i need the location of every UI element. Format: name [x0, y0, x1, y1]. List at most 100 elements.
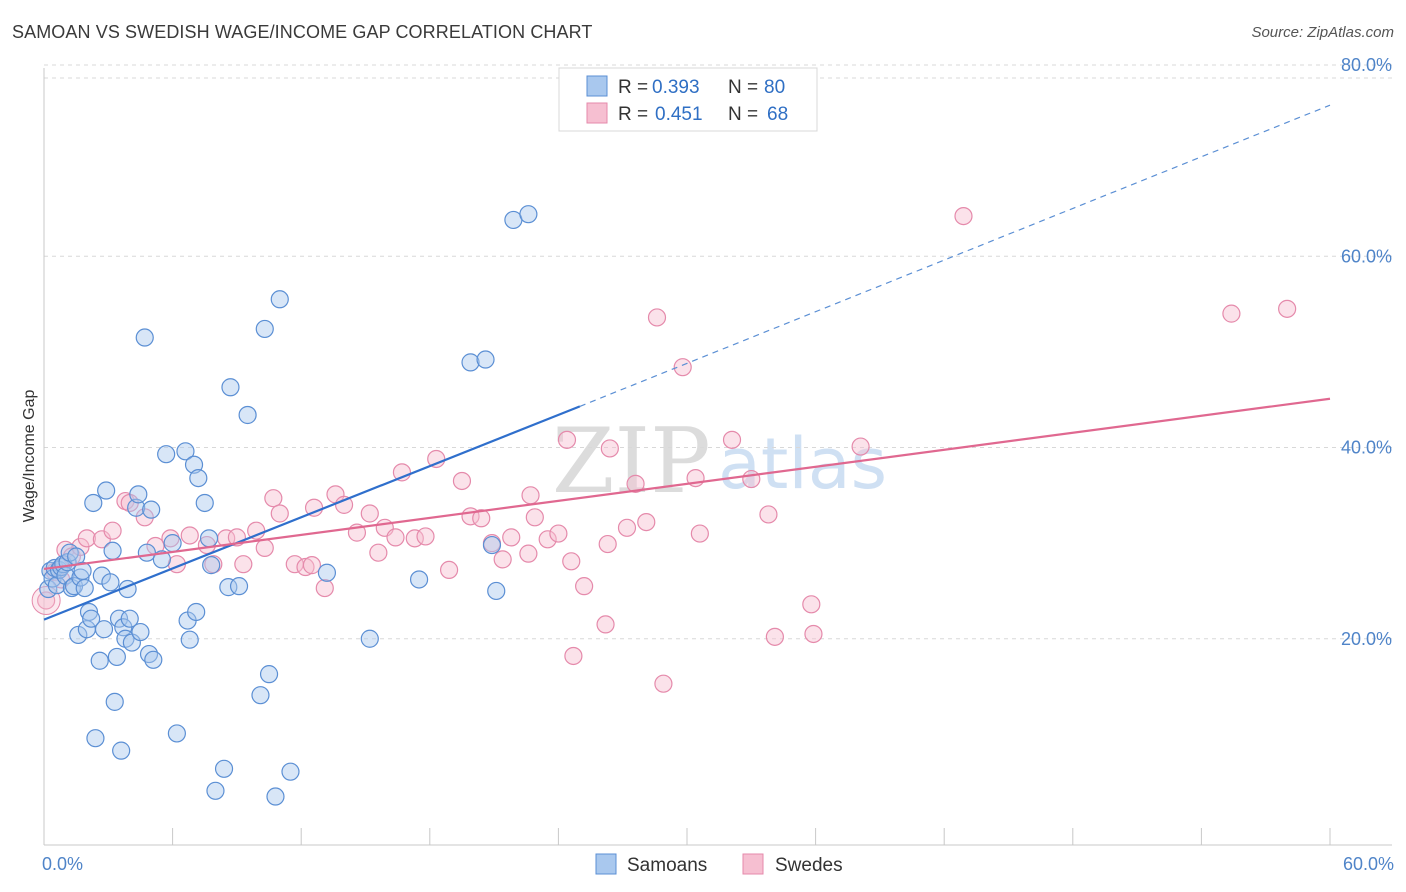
samoans-point — [39, 579, 58, 599]
bottom-legend-label-samoans: Samoans — [627, 855, 707, 876]
samoans-point — [187, 602, 206, 622]
samoans-point — [270, 290, 289, 309]
legend-swatch-samoans — [586, 75, 608, 97]
swedes-trend-line — [43, 397, 1331, 571]
swedes-point — [765, 627, 784, 646]
samoans-point — [86, 729, 105, 748]
samoans-point — [251, 686, 270, 705]
samoans-point — [180, 630, 199, 649]
samoans-point — [129, 485, 148, 504]
samoans-point — [255, 319, 274, 339]
trend-lines — [43, 104, 1331, 621]
samoans-point — [238, 405, 257, 425]
samoans-point — [144, 650, 163, 669]
swedes-point — [742, 469, 761, 489]
samoans-point — [131, 622, 150, 642]
samoans-point — [120, 609, 139, 628]
samoans-point — [189, 469, 208, 488]
swedes-point — [802, 595, 821, 614]
swedes-point — [562, 552, 581, 571]
bottom-legend-swatch-swedes — [742, 853, 764, 875]
y-tick-label: 40.0% — [1341, 438, 1392, 458]
legend-n-label-swedes: N = — [728, 104, 758, 125]
samoans-point — [214, 759, 234, 778]
x-ticks — [43, 828, 1331, 845]
swedes-point — [557, 430, 577, 449]
swedes-point — [255, 538, 274, 558]
samoans-point — [519, 205, 538, 224]
swedes-point — [538, 530, 557, 549]
samoans-point — [482, 535, 502, 555]
x-tick-label: 0.0% — [42, 854, 83, 874]
samoans-point — [199, 529, 219, 548]
y-tick-label: 80.0% — [1341, 55, 1392, 75]
samoans-point — [84, 493, 103, 513]
y-axis-title: Wage/Income Gap — [21, 390, 38, 523]
samoans-point — [409, 570, 429, 589]
swedes-point — [234, 555, 253, 574]
swedes-point — [270, 504, 289, 523]
swedes-point — [851, 437, 870, 456]
swedes-point — [386, 528, 405, 547]
swedes-point — [302, 556, 322, 575]
swedes-point — [1278, 299, 1297, 318]
samoans-point — [142, 500, 161, 519]
samoans-point — [259, 665, 279, 684]
samoans-point — [487, 581, 506, 601]
legend-r-label-samoans: R = — [618, 77, 648, 98]
swedes-point — [493, 550, 512, 569]
samoans-point — [103, 541, 122, 560]
swedes-point — [600, 439, 619, 458]
legend-r-label-swedes: R = — [618, 104, 648, 125]
legend-n-label-samoans: N = — [728, 77, 758, 98]
samoans-point — [461, 353, 480, 372]
samoans-point — [163, 534, 182, 553]
swedes-point — [1222, 304, 1241, 323]
swedes-point — [360, 504, 379, 523]
swedes-point — [690, 524, 709, 543]
swedes-point — [722, 430, 742, 449]
swedes-point — [77, 529, 96, 548]
samoans-point — [167, 724, 186, 743]
samoans-point — [94, 620, 114, 639]
samoans-point — [195, 493, 214, 513]
samoans-point — [157, 445, 176, 464]
swedes-point — [439, 560, 459, 580]
swedes-point — [197, 535, 216, 555]
swedes-point — [103, 521, 122, 540]
samoans-point — [152, 550, 171, 569]
samoans-trend-extension — [579, 104, 1331, 407]
swedes-point — [549, 524, 568, 543]
swedes-point — [452, 471, 472, 491]
swedes-point — [564, 646, 583, 666]
swedes-point — [315, 578, 334, 598]
source-label: Source: ZipAtlas.com — [1251, 24, 1394, 41]
samoans-point — [82, 609, 101, 628]
samoans-point — [97, 481, 116, 500]
swedes-point — [180, 526, 199, 545]
samoans-point — [229, 577, 249, 596]
swedes-point — [954, 206, 973, 226]
swedes-point — [575, 577, 594, 596]
samoans-points — [39, 205, 538, 806]
swedes-point — [654, 674, 673, 693]
samoans-trend-line — [43, 405, 581, 621]
swedes-point — [296, 557, 315, 577]
legend-swatch-swedes — [586, 102, 608, 124]
bottom-legend: Samoans Swedes — [595, 853, 843, 876]
samoans-point — [266, 787, 285, 806]
swedes-point — [596, 615, 615, 634]
swedes-point — [334, 495, 354, 514]
swedes-point — [617, 518, 637, 537]
swedes-point — [525, 508, 544, 527]
samoans-point — [476, 350, 495, 369]
samoans-point — [127, 498, 146, 517]
swedes-point — [647, 308, 667, 327]
swedes-point — [502, 528, 521, 547]
swedes-point — [521, 486, 540, 505]
samoans-point — [90, 651, 109, 670]
swedes-point — [637, 512, 656, 532]
samoans-point — [75, 578, 94, 598]
swedes-point — [369, 543, 388, 562]
